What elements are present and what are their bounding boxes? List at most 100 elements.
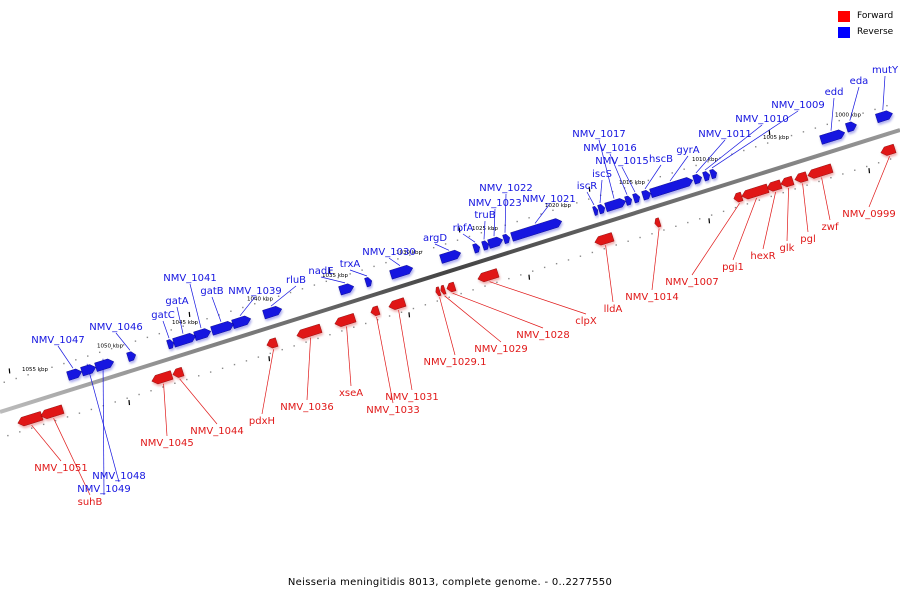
gene-arrow-zwf[interactable] <box>807 163 834 179</box>
gene-label-trub[interactable]: truB <box>474 210 495 221</box>
gene-arrow-nmv-1016[interactable] <box>624 195 633 206</box>
gene-arrow-rlub[interactable] <box>262 305 283 320</box>
gene-arrow-nmv-1046[interactable] <box>126 351 137 362</box>
gene-label-nmv-1028[interactable]: NMV_1028 <box>516 330 569 341</box>
gene-label-nmv-1036[interactable]: NMV_1036 <box>280 402 333 413</box>
gene-label-nmv-1048[interactable]: NMV_1048 <box>92 471 145 482</box>
gene-label-nmv-1023[interactable]: NMV_1023 <box>468 198 521 209</box>
gene-label-zwf[interactable]: zwf <box>822 222 839 233</box>
gene-label-nmv-1011[interactable]: NMV_1011 <box>698 129 751 140</box>
gene-label-nmv-1029-1[interactable]: NMV_1029.1 <box>424 357 487 368</box>
gene-label-iscr[interactable]: iscR <box>577 181 597 192</box>
gene-arrow-nmv-1010[interactable] <box>702 171 711 182</box>
gene-arrow-nmv-1011[interactable] <box>692 173 703 185</box>
gene-label-nmv-1021[interactable]: NMV_1021 <box>522 194 575 205</box>
gene-label-argd[interactable]: argD <box>423 233 447 244</box>
gene-label-muty[interactable]: mutY <box>872 65 899 76</box>
gene-arrow-nmv-1049[interactable] <box>94 358 115 372</box>
gene-arrow-iscr[interactable] <box>592 206 599 216</box>
gene-arrow-hexr[interactable] <box>766 179 783 192</box>
gene-arrow-llda[interactable] <box>594 232 615 246</box>
gene-label-hscb[interactable]: hscB <box>649 154 673 165</box>
gene-arrow-rbfa[interactable] <box>472 243 481 254</box>
gene-arrow-nmv-1023[interactable] <box>487 236 504 249</box>
gene-label-edd[interactable]: edd <box>825 87 844 98</box>
gene-arrow-hscb[interactable] <box>641 189 652 201</box>
gene-arrow-nmv-1041[interactable] <box>193 328 212 341</box>
gene-arrow-glk[interactable] <box>780 175 795 188</box>
gene-arrow-nmv-1033[interactable] <box>370 305 381 317</box>
gene-label-nmv-1051[interactable]: NMV_1051 <box>34 463 87 474</box>
gene-label-hexr[interactable]: hexR <box>750 251 775 262</box>
gene-arrow-suhb[interactable] <box>40 404 65 420</box>
gene-arrow-nmv-1029[interactable] <box>440 284 447 295</box>
gene-arrow-nmv-1044[interactable] <box>172 366 185 378</box>
gene-label-nmv-1041[interactable]: NMV_1041 <box>163 273 216 284</box>
gene-arrow-xsea[interactable] <box>334 313 357 327</box>
gene-arrow-eda[interactable] <box>845 121 857 133</box>
gene-arrow-nmv-1017[interactable] <box>604 198 627 213</box>
gene-label-nmv-1044[interactable]: NMV_1044 <box>190 426 243 437</box>
gene-label-nmv-0999[interactable]: NMV_0999 <box>842 209 895 220</box>
gene-label-nmv-1046[interactable]: NMV_1046 <box>89 322 142 333</box>
gene-arrow-gatc[interactable] <box>166 339 175 350</box>
gene-arrow-nmv-1036[interactable] <box>296 323 323 339</box>
gene-label-nmv-1047[interactable]: NMV_1047 <box>31 335 84 346</box>
gene-label-nmv-1045[interactable]: NMV_1045 <box>140 438 193 449</box>
gene-label-rbfa[interactable]: rbfA <box>453 223 474 234</box>
gene-label-nmv-1029[interactable]: NMV_1029 <box>474 344 527 355</box>
gene-label-nmv-1039[interactable]: NMV_1039 <box>228 286 281 297</box>
gene-arrow-edd[interactable] <box>819 129 846 145</box>
gene-label-nmv-1009[interactable]: NMV_1009 <box>771 100 824 111</box>
gene-label-nmv-1010[interactable]: NMV_1010 <box>735 114 788 125</box>
gene-label-suhb[interactable]: suhB <box>78 497 103 508</box>
gene-label-gatb[interactable]: gatB <box>200 286 223 297</box>
gene-label-pgi1[interactable]: pgi1 <box>722 262 744 273</box>
gene-arrow-clpx[interactable] <box>477 268 500 283</box>
gene-label-clpx[interactable]: clpX <box>575 316 597 327</box>
gene-arrow-gata[interactable] <box>172 332 197 348</box>
gene-label-iscs[interactable]: iscS <box>592 169 612 180</box>
gene-label-glk[interactable]: glk <box>780 243 795 254</box>
gene-label-nmv-1031[interactable]: NMV_1031 <box>385 392 438 403</box>
gene-arrow-nmv-1030[interactable] <box>389 264 414 280</box>
gene-arrow-nmv-1028[interactable] <box>446 281 457 293</box>
gene-arrow-nmv-1021[interactable] <box>510 218 563 242</box>
gene-label-nmv-1017[interactable]: NMV_1017 <box>572 129 625 140</box>
gene-arrow-nmv-1048[interactable] <box>80 364 97 377</box>
gene-arrow-pgl[interactable] <box>794 171 809 183</box>
gene-arrow-nmv-1022[interactable] <box>502 233 511 245</box>
gene-arrow-nmv-1029-1[interactable] <box>435 286 442 297</box>
gene-label-rlub[interactable]: rluB <box>286 275 306 286</box>
gene-label-gata[interactable]: gatA <box>165 296 188 307</box>
gene-arrow-muty[interactable] <box>875 110 893 124</box>
gene-label-nmv-1033[interactable]: NMV_1033 <box>366 405 419 416</box>
gene-arrow-nade[interactable] <box>338 283 355 296</box>
gene-label-llda[interactable]: lldA <box>604 304 623 315</box>
gene-label-nmv-1015[interactable]: NMV_1015 <box>595 156 648 167</box>
gene-arrow-nmv-1047[interactable] <box>66 368 83 381</box>
gene-label-nmv-1022[interactable]: NMV_1022 <box>479 183 532 194</box>
gene-label-pdxh[interactable]: pdxH <box>249 416 275 427</box>
gene-label-nmv-1014[interactable]: NMV_1014 <box>625 292 678 303</box>
gene-arrow-nmv-1045[interactable] <box>151 370 174 385</box>
gene-label-trxa[interactable]: trxA <box>340 259 361 270</box>
gene-label-eda[interactable]: eda <box>850 76 869 87</box>
gene-arrow-argd[interactable] <box>439 249 462 264</box>
gene-arrow-nmv-0999[interactable] <box>880 143 897 156</box>
gene-arrow-pdxh[interactable] <box>266 337 279 349</box>
gene-label-nmv-1030[interactable]: NMV_1030 <box>362 247 415 258</box>
gene-arrow-trub[interactable] <box>481 240 490 251</box>
gene-arrow-nmv-1014[interactable] <box>654 217 662 228</box>
gene-arrow-gyra[interactable] <box>649 177 694 198</box>
gene-arrow-iscs[interactable] <box>597 204 606 215</box>
gene-label-nmv-1049[interactable]: NMV_1049 <box>77 484 130 495</box>
gene-arrow-nmv-1039[interactable] <box>231 315 252 329</box>
gene-arrow-pgi1[interactable] <box>741 183 770 200</box>
gene-arrow-nmv-1051[interactable] <box>17 411 44 427</box>
gene-arrow-nmv-1007[interactable] <box>733 191 744 203</box>
gene-label-gyra[interactable]: gyrA <box>676 145 699 156</box>
gene-arrow-nmv-1015[interactable] <box>632 193 641 204</box>
gene-label-nmv-1007[interactable]: NMV_1007 <box>665 277 718 288</box>
gene-label-xsea[interactable]: xseA <box>339 388 363 399</box>
